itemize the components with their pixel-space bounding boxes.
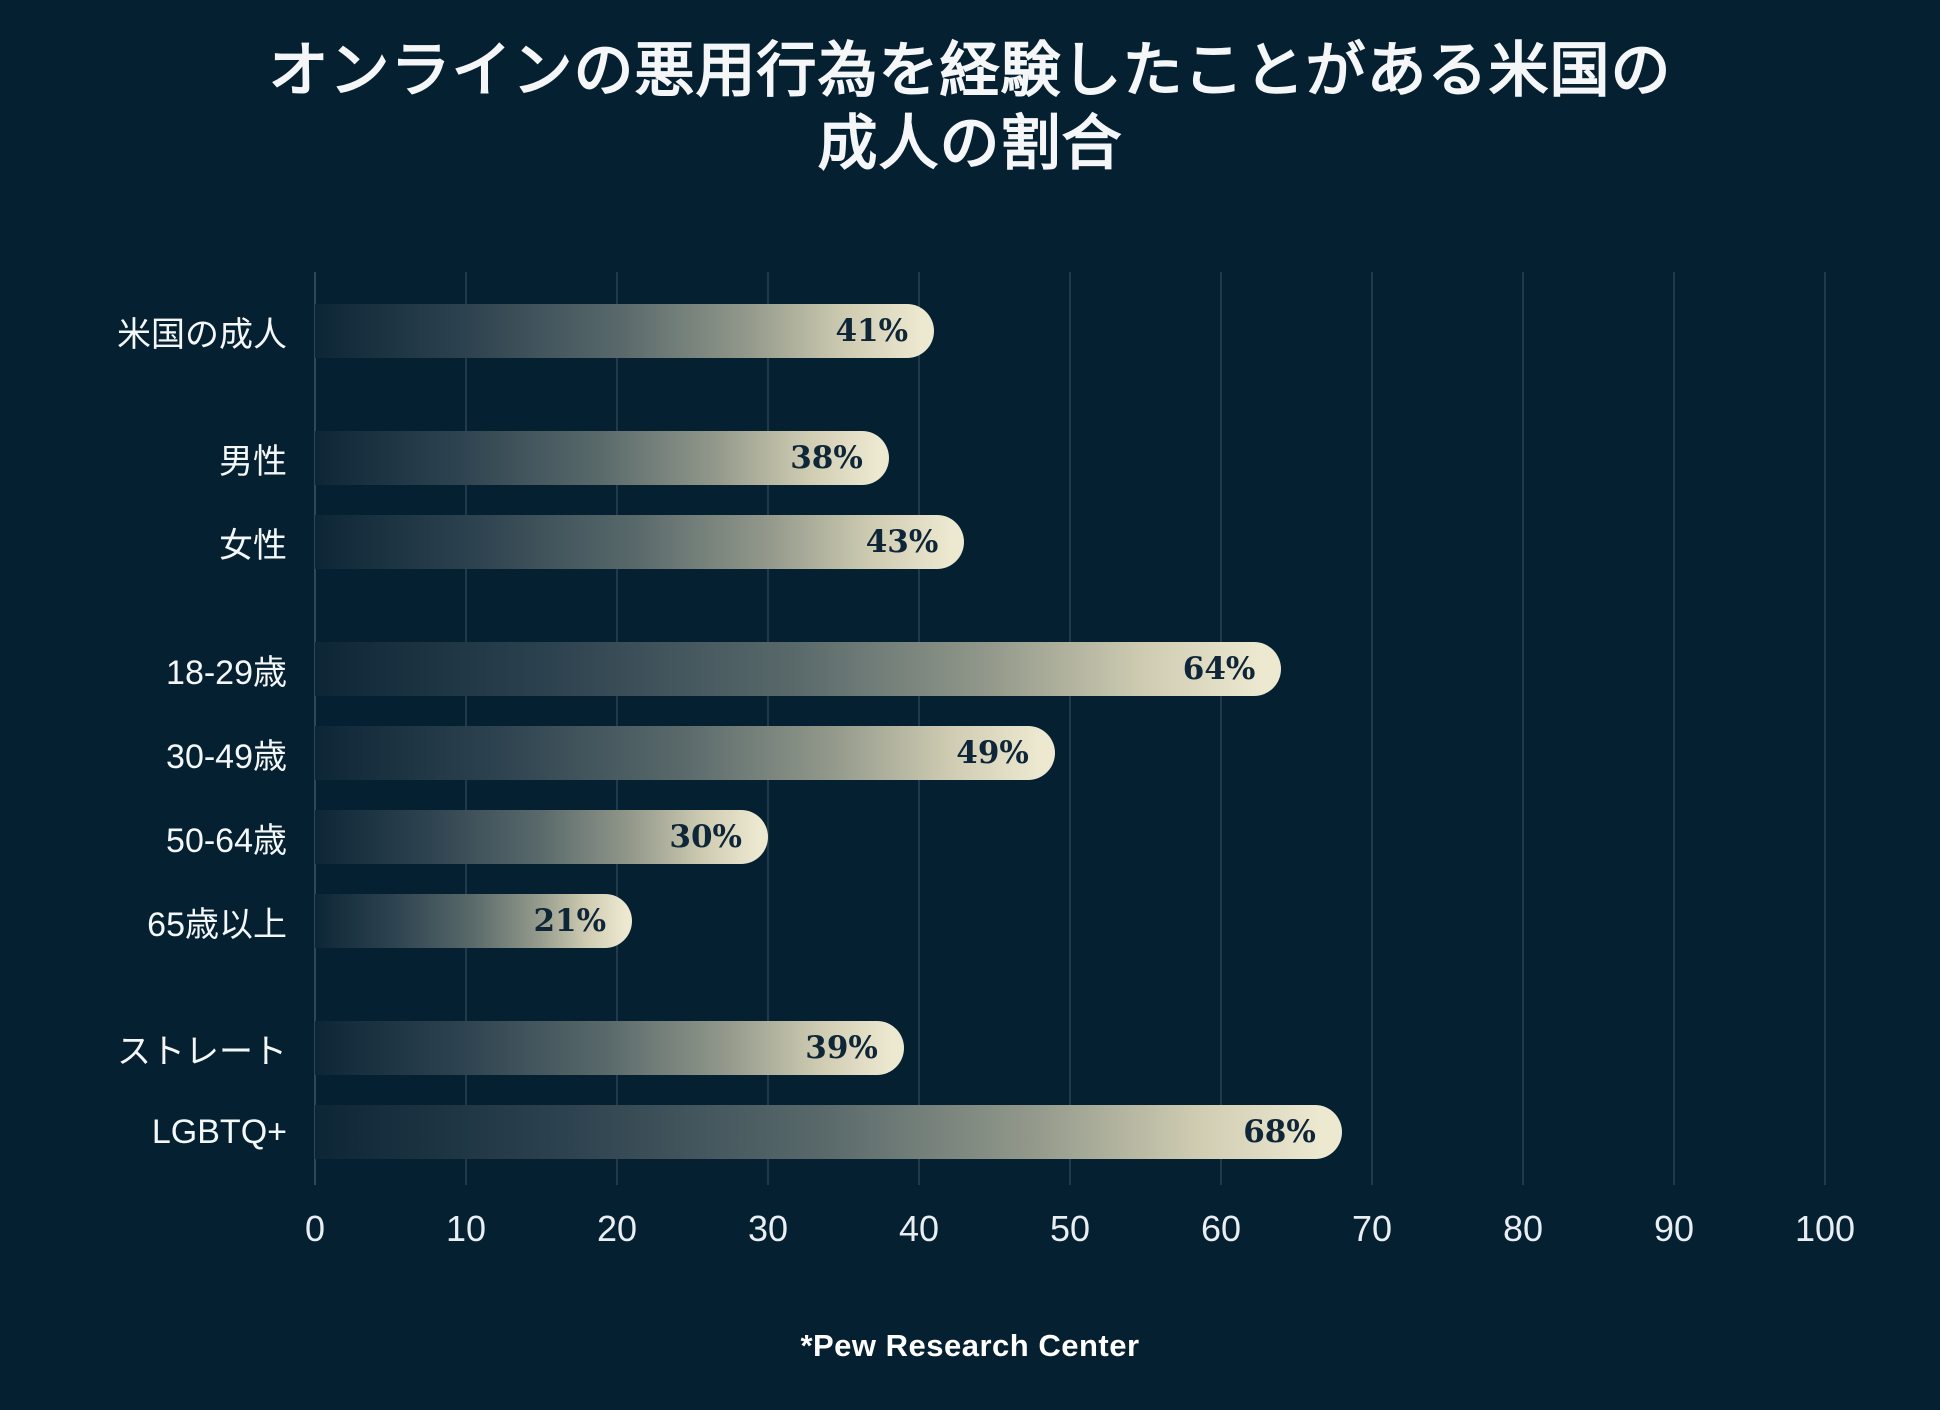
bar: 38% <box>315 431 889 485</box>
bar: 41% <box>315 304 935 358</box>
grid-line <box>1824 272 1826 1185</box>
bar-value-label: 64% <box>1182 651 1256 687</box>
grid-line <box>1371 272 1373 1185</box>
x-tick-label: 60 <box>1200 1208 1242 1249</box>
x-tick-label: 80 <box>1502 1208 1544 1249</box>
category-label: 女性 <box>219 526 287 565</box>
grid-line <box>1069 272 1071 1185</box>
chart-title-line-2: 成人の割合 <box>817 110 1123 178</box>
bar-value-label: 68% <box>1243 1114 1316 1150</box>
bar-value-label: 43% <box>865 524 939 560</box>
bar: 49% <box>315 726 1055 780</box>
bar-value-label: 39% <box>805 1030 878 1066</box>
x-tick-label: 50 <box>1049 1208 1091 1249</box>
grid-line <box>1522 272 1524 1185</box>
bar-value-label: 41% <box>835 313 909 349</box>
bar: 64% <box>315 642 1282 696</box>
bar-value-label: 38% <box>790 440 863 476</box>
source-note: *Pew Research Center <box>800 1328 1140 1363</box>
chart-title-line-1: オンラインの悪用行為を経験したことがある米国の <box>268 37 1672 104</box>
category-label: 50-64歳 <box>166 821 287 860</box>
x-tick-label: 90 <box>1653 1208 1695 1249</box>
x-tick-label: 40 <box>898 1208 940 1249</box>
bar: 39% <box>315 1021 904 1075</box>
grid-line <box>1220 272 1222 1185</box>
grid-line <box>1673 272 1675 1185</box>
bar: 68% <box>315 1105 1342 1159</box>
bar-value-label: 49% <box>956 735 1029 771</box>
category-label: ストレート <box>117 1032 287 1071</box>
category-label: 65歳以上 <box>147 905 287 944</box>
bar-value-label: 21% <box>533 903 607 939</box>
x-tick-label: 100 <box>1794 1208 1856 1249</box>
bar: 21% <box>315 894 633 948</box>
category-label: 米国の成人 <box>117 315 287 354</box>
category-label: LGBTQ+ <box>151 1112 287 1151</box>
bar-value-label: 30% <box>669 819 742 855</box>
x-tick-label: 30 <box>747 1208 789 1249</box>
x-tick-label: 70 <box>1351 1208 1393 1249</box>
x-tick-label: 10 <box>445 1208 487 1249</box>
x-tick-label: 0 <box>304 1208 326 1249</box>
chart-title: オンラインの悪用行為を経験したことがある米国の 成人の割合 <box>0 34 1940 180</box>
bar: 30% <box>315 810 768 864</box>
x-tick-label: 20 <box>596 1208 638 1249</box>
category-label: 18-29歳 <box>166 653 287 692</box>
category-label: 30-49歳 <box>166 737 287 776</box>
category-label: 男性 <box>219 442 287 481</box>
bar: 43% <box>315 515 965 569</box>
